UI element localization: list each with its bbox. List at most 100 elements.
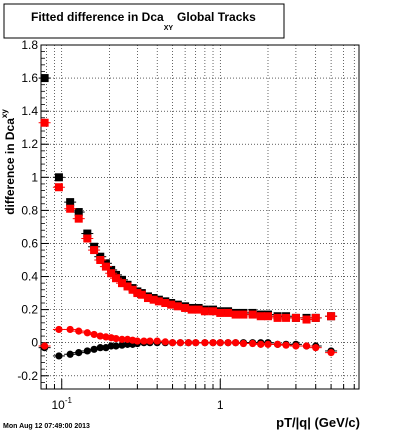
data-point xyxy=(292,342,300,350)
data-point xyxy=(74,214,83,223)
data-point xyxy=(282,313,291,322)
data-point xyxy=(312,344,320,352)
x-tick-label: 10-1 xyxy=(51,396,72,412)
chart-title-sub: XY xyxy=(164,25,174,32)
data-point xyxy=(264,340,272,348)
data-point xyxy=(209,307,218,316)
y-tick-label: 1 xyxy=(31,170,38,184)
data-point xyxy=(327,349,335,357)
data-point xyxy=(181,303,190,312)
data-point xyxy=(66,198,75,207)
data-point xyxy=(118,279,127,288)
data-point xyxy=(41,342,49,350)
data-point xyxy=(90,345,98,353)
data-point xyxy=(224,308,233,317)
data-point xyxy=(128,285,137,294)
data-point xyxy=(90,330,98,339)
x-axis: 10-1 1 xyxy=(45,379,355,412)
data-point xyxy=(75,327,83,335)
data-point xyxy=(216,308,225,317)
data-point xyxy=(192,339,200,347)
data-point xyxy=(154,297,163,306)
title-box xyxy=(3,3,285,39)
data-point xyxy=(133,289,142,298)
y-tick-label: 1.2 xyxy=(21,137,38,151)
data-point xyxy=(146,337,154,345)
data-point xyxy=(143,294,152,303)
data-point xyxy=(83,347,91,355)
y-axis-label: difference in Dcaxy xyxy=(0,109,17,215)
data-point xyxy=(112,274,121,283)
y-tick-label: -0.2 xyxy=(17,369,38,383)
y-tick-label: 1.4 xyxy=(21,104,38,118)
data-point xyxy=(66,204,75,213)
data-point xyxy=(153,337,161,345)
data-point xyxy=(96,256,105,264)
data-point xyxy=(327,312,336,321)
data-point xyxy=(263,312,272,321)
chart-title-suffix: Global Tracks xyxy=(177,10,256,24)
data-point xyxy=(137,290,146,299)
data-point xyxy=(231,310,240,319)
data-point xyxy=(83,229,92,238)
chart-title-main: Fitted difference in Dca xyxy=(31,10,164,24)
data-point xyxy=(40,118,49,127)
data-point xyxy=(239,310,248,319)
data-point xyxy=(107,269,116,278)
data-point xyxy=(83,329,91,337)
series-1 xyxy=(38,118,338,324)
data-point xyxy=(311,313,320,322)
y-axis: -0.2 0 0.2 0.4 0.6 0.8 1 1.2 1.4 1.6 1.8 xyxy=(17,38,49,390)
data-point xyxy=(291,313,300,322)
y-tick-label: 0.2 xyxy=(21,303,38,317)
data-point xyxy=(184,339,193,347)
data-point xyxy=(216,339,224,347)
data-point xyxy=(75,349,83,357)
data-point xyxy=(249,339,257,348)
data-point xyxy=(112,342,120,350)
data-point xyxy=(40,74,49,83)
grid xyxy=(41,44,359,389)
data-point xyxy=(168,339,177,347)
data-point xyxy=(282,341,290,349)
data-point xyxy=(232,339,240,347)
data-point xyxy=(167,300,176,309)
data-point xyxy=(248,310,257,319)
data-point xyxy=(101,262,110,271)
data-point xyxy=(55,352,63,360)
data-point xyxy=(194,305,203,314)
data-point xyxy=(66,350,74,358)
data-point xyxy=(149,295,158,304)
data-point xyxy=(201,339,209,347)
data-point xyxy=(161,299,170,307)
data-point xyxy=(96,332,104,340)
data-point xyxy=(66,325,74,334)
y-tick-label: 0.4 xyxy=(21,270,38,284)
plot-frame xyxy=(40,44,360,390)
y-tick-label: 1.8 xyxy=(21,38,38,52)
data-point xyxy=(173,302,182,311)
data-point xyxy=(54,183,63,192)
data-point xyxy=(118,341,126,349)
data-point xyxy=(273,313,282,322)
data-point xyxy=(74,208,83,217)
y-tick-label: 0 xyxy=(31,336,38,350)
y-tick-label: 1.6 xyxy=(21,71,38,85)
data-point xyxy=(54,173,63,182)
series-3 xyxy=(38,325,338,357)
chart-title: Fitted difference in DcaXYGlobal Tracks xyxy=(31,10,256,32)
y-axis-label-main: difference in Dca xyxy=(3,118,17,215)
y-tick-label: 0.6 xyxy=(21,236,38,250)
data-point xyxy=(161,338,169,346)
data-point xyxy=(55,325,63,334)
data-point xyxy=(133,337,141,345)
data-point xyxy=(187,305,196,314)
y-axis-label-sub: xy xyxy=(0,109,9,118)
data-point xyxy=(176,339,184,347)
data-point xyxy=(200,307,209,316)
y-tick-label: 0.8 xyxy=(21,203,38,217)
timestamp: Mon Aug 12 07:49:00 2013 xyxy=(3,423,90,430)
data-point xyxy=(209,339,217,347)
data-point xyxy=(302,342,311,350)
